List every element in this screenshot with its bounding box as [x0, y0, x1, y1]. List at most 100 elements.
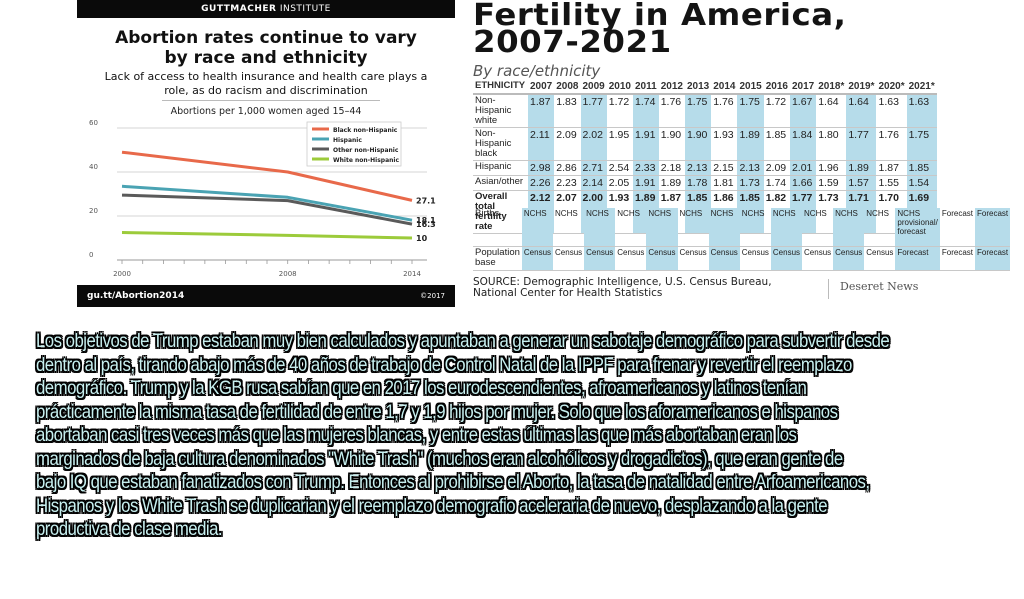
data-label: 10: [416, 234, 428, 243]
table-cell: 1.95: [606, 127, 633, 161]
table-cell: 1.54: [906, 175, 937, 191]
copyright: ©2017: [420, 292, 445, 300]
table-cell: 1.72: [606, 94, 633, 128]
table-cell: NCHS: [770, 208, 803, 247]
column-header-year: 2019*: [846, 80, 877, 95]
table-cell: 1.78: [684, 175, 712, 191]
column-header-year: 2008: [554, 80, 581, 95]
table-cell: 2.54: [606, 160, 633, 176]
source-note: SOURCE: Demographic Intelligence, U.S. C…: [473, 277, 772, 299]
column-header-year: 2017: [789, 80, 817, 95]
table-cell: 2.05: [606, 175, 633, 191]
caption-line: marginados de baja cultura denominados "…: [36, 447, 843, 470]
column-header-year: 2018*: [816, 80, 847, 95]
data-label: 18.1: [416, 216, 436, 225]
table-cell: 2.02: [580, 127, 607, 161]
table-row: Non-Hispanic black 2.11 2.09 2.02 1.95 1.91 1.…: [473, 127, 937, 161]
column-header-year: 2020*: [876, 80, 907, 95]
caption-line: Los objetivos de Trump estaban muy bien …: [36, 330, 890, 352]
table-cell: 1.66: [789, 175, 817, 191]
table-cell: 1.85: [906, 160, 937, 176]
table-cell: Census: [521, 246, 554, 271]
table-cell: 1.85: [763, 127, 790, 161]
table-cell: 2.14: [580, 175, 607, 191]
divider: [162, 100, 380, 101]
table-cell: 1.80: [816, 127, 847, 161]
table-cell: NCHS: [646, 208, 678, 247]
table-cell: 1.76: [711, 94, 738, 128]
caption-line: Hispanos y los White Trash se duplicaria…: [36, 494, 828, 517]
table-cell: 1.57: [846, 175, 877, 191]
source-line-1: SOURCE: Demographic Intelligence, U.S. C…: [473, 276, 772, 288]
table-cell: 1.77: [580, 94, 607, 128]
table-cell: 1.89: [846, 160, 877, 176]
table-cell: Census: [864, 246, 896, 271]
caption-line: abortaban casi tres veces más que las mu…: [36, 424, 797, 446]
column-header-year: 2011: [633, 80, 659, 95]
table-cell: 1.91: [633, 175, 659, 191]
column-header-year: 2009: [580, 80, 607, 95]
source-line-2: National Center for Health Statistics: [473, 287, 663, 299]
table-cell: 1.83: [554, 94, 581, 128]
divider: [828, 279, 829, 299]
x-tick-label: 2008: [279, 270, 297, 278]
guttmacher-header-bar: GUTTMACHER INSTITUTE: [77, 0, 455, 18]
table-cell: NCHS: [615, 208, 647, 247]
source-link[interactable]: gu.tt/Abortion2014: [87, 291, 185, 301]
table-cell: Census: [770, 246, 803, 271]
table-cell: 1.90: [684, 127, 712, 161]
legend-label: Black non-Hispanic: [333, 127, 398, 134]
table-cell: 1.90: [658, 127, 685, 161]
caption-line: dentro al país, tirando abajo más de 40 …: [36, 353, 852, 376]
table-cell: NCHS: [677, 208, 709, 247]
table-cell: Forecast: [975, 208, 1011, 247]
table-cell: 1.76: [876, 127, 907, 161]
table-row: Asian/other 2.26 2.23 2.14 2.05 1.91 1.89 1.78 1…: [473, 175, 937, 191]
table-cell: 1.96: [816, 160, 847, 176]
table-header-row: ETHNICITY 2007 2008 2009 2010 2011 2012 2013 201…: [473, 80, 937, 95]
table-cell: NCHS: [833, 208, 865, 247]
table-cell: 1.64: [816, 94, 847, 128]
table-cell: Census: [802, 246, 834, 271]
table-cell: 1.76: [658, 94, 685, 128]
table-cell: Census: [833, 246, 865, 271]
table-cell: 1.81: [711, 175, 738, 191]
table-cell: 1.93: [711, 127, 738, 161]
table-row: Hispanic 2.98 2.86 2.71 2.54 2.33 2.18 2.13 2.15…: [473, 160, 937, 176]
fertility-infographic: Fertility in America, 2007-2021 By race/…: [470, 0, 1011, 310]
table-cell: 2.98: [528, 160, 555, 176]
table-cell: Forecast: [939, 246, 975, 271]
caption-line: prácticamente la misma tasa de fertilida…: [36, 400, 838, 423]
chart-subtitle: Lack of access to health insurance and h…: [77, 70, 455, 98]
table-cell: 1.72: [763, 94, 790, 128]
row-label: Non-Hispanic white: [473, 94, 528, 128]
table-cell: Forecast: [939, 208, 975, 247]
chart-title: Abortion rates continue to vary by race …: [77, 28, 455, 68]
table-cell: Census: [646, 246, 678, 271]
table-cell: 2.18: [658, 160, 685, 176]
x-tick-label: 2000: [113, 270, 131, 278]
table-cell: 2.13: [684, 160, 712, 176]
series-line: [121, 231, 413, 240]
table-cell: NCHS: [802, 208, 834, 247]
chart-title-line-2: by race and ethnicity: [164, 48, 368, 68]
fertility-title: Fertility in America, 2007-2021: [473, 1, 847, 58]
table-cell: 2.71: [580, 160, 607, 176]
caption-line: demográfico. Trump y la KGB rusa sabían …: [36, 377, 807, 399]
table-row: Population base Census Census Census Census C…: [473, 246, 1011, 271]
table-cell: 1.55: [876, 175, 907, 191]
table-cell: 2.09: [763, 160, 790, 176]
table-cell: 1.89: [737, 127, 764, 161]
caption-line: productiva de clase media.: [36, 518, 223, 540]
legend-label: Other non-Hispanic: [333, 147, 399, 154]
table-cell: 1.59: [816, 175, 847, 191]
table-cell: 1.75: [737, 94, 764, 128]
brand-name: GUTTMACHER: [201, 4, 277, 14]
publisher-logo: Deseret News: [840, 280, 919, 293]
legend-label: White non-Hispanic: [333, 157, 399, 164]
table-cell: NCHS: [553, 208, 585, 247]
table-cell: Census: [553, 246, 585, 271]
table-cell: 1.75: [906, 127, 937, 161]
series-line: [121, 193, 413, 226]
table-cell: 1.74: [763, 175, 790, 191]
